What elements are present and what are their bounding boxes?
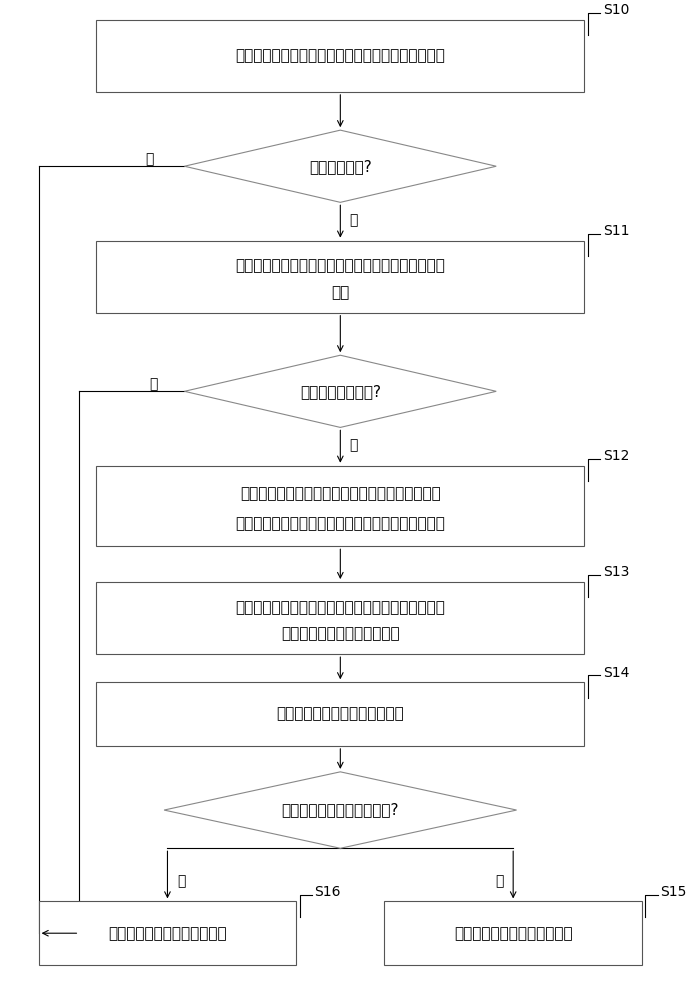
Text: 第一定位点为定位时间早于第二定位点的有效定位点: 第一定位点为定位时间早于第二定位点的有效定位点: [235, 516, 445, 531]
Text: 相同: 相同: [331, 285, 349, 300]
Text: 根据定位目标在第一定位点与第二定位点之间的运动: 根据定位目标在第一定位点与第二定位点之间的运动: [235, 600, 445, 615]
Text: 是: 是: [349, 438, 358, 452]
Text: 识别第二定位点为无效定位点: 识别第二定位点为无效定位点: [454, 926, 572, 941]
FancyBboxPatch shape: [96, 582, 584, 654]
FancyBboxPatch shape: [96, 241, 584, 313]
Text: 否: 否: [495, 874, 504, 888]
Text: 识别第二定位点为有效定位点: 识别第二定位点为有效定位点: [108, 926, 227, 941]
Text: S13: S13: [603, 565, 629, 579]
FancyBboxPatch shape: [96, 466, 584, 546]
Text: S10: S10: [603, 3, 629, 17]
Text: 是: 是: [177, 874, 185, 888]
Polygon shape: [164, 772, 516, 848]
Polygon shape: [184, 355, 496, 427]
FancyBboxPatch shape: [96, 20, 584, 92]
FancyBboxPatch shape: [384, 901, 642, 965]
Text: S16: S16: [315, 885, 341, 899]
FancyBboxPatch shape: [96, 682, 584, 746]
Text: 否: 否: [145, 152, 154, 166]
Text: 国家是否相同?: 国家是否相同?: [309, 159, 372, 174]
Text: S14: S14: [603, 666, 629, 680]
Text: 判断相邻的第一定位点与第二定位点的基站区位是否: 判断相邻的第一定位点与第二定位点的基站区位是否: [235, 258, 445, 273]
Text: 步数计算定位目标的运动距离: 步数计算定位目标的运动距离: [281, 626, 400, 641]
Text: S12: S12: [603, 449, 629, 463]
Text: 是: 是: [349, 213, 358, 227]
Text: S15: S15: [660, 885, 686, 899]
Text: 计算相邻的第一定位点与第二定位点的间隔距离，: 计算相邻的第一定位点与第二定位点的间隔距离，: [240, 486, 441, 501]
Text: 基站区位是否相同?: 基站区位是否相同?: [300, 384, 381, 399]
Text: 间隔距离是否大于运动距离?: 间隔距离是否大于运动距离?: [282, 803, 399, 818]
Polygon shape: [184, 130, 496, 202]
Text: 判断相邻的第一定位点与第二定位点的国家是否相同: 判断相邻的第一定位点与第二定位点的国家是否相同: [235, 48, 445, 63]
Text: S11: S11: [603, 224, 629, 238]
FancyBboxPatch shape: [39, 901, 296, 965]
Text: 比较间隔距离与运动距离的大小: 比较间隔距离与运动距离的大小: [276, 707, 404, 722]
Text: 否: 否: [149, 378, 157, 392]
